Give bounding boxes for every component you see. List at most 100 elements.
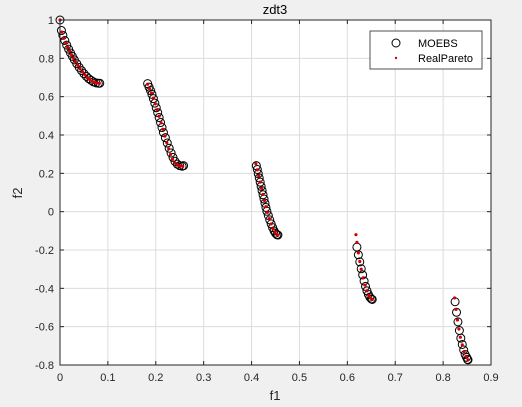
realpareto-point	[167, 147, 171, 151]
moebs-point	[160, 133, 170, 143]
realpareto-point	[367, 293, 371, 298]
y-tick-label: 1	[48, 15, 54, 27]
realpareto-point	[260, 186, 264, 190]
moebs-point	[365, 292, 375, 302]
moebs-point	[255, 177, 265, 187]
moebs-point	[355, 257, 365, 267]
moebs-point	[252, 165, 262, 174]
realpareto-point	[455, 318, 460, 322]
realpareto-point	[90, 79, 94, 83]
moebs-point	[77, 66, 87, 76]
realpareto-point	[178, 164, 182, 168]
realpareto-point	[157, 114, 161, 118]
y-tick-label: -0.8	[35, 360, 54, 372]
moebs-point	[154, 113, 164, 123]
realpareto-point	[273, 230, 277, 234]
realpareto-point	[365, 289, 369, 293]
realpareto-point	[466, 358, 470, 362]
x-tick-label: 0.9	[483, 372, 498, 384]
moebs-point	[456, 333, 466, 343]
x-tick-label: 0.8	[435, 372, 450, 384]
moebs-point	[150, 98, 160, 108]
chart-title: zdt3	[263, 2, 288, 17]
x-tick-label: 0.4	[244, 372, 259, 384]
legend: MOEBS RealPareto	[369, 30, 483, 70]
realpareto-point	[151, 96, 155, 100]
realpareto-point	[88, 77, 92, 82]
realpareto-point	[173, 161, 177, 165]
moebs-point	[353, 250, 363, 260]
moebs-point	[261, 202, 271, 212]
x-tick-label: 0.1	[100, 372, 115, 384]
x-tick-label: 0.2	[148, 372, 163, 384]
moebs-point	[453, 317, 463, 327]
realpareto-point	[276, 233, 280, 237]
realpareto-point	[73, 59, 77, 64]
realpareto-point	[457, 327, 461, 331]
moebs-point	[463, 355, 473, 365]
realpareto-point	[254, 162, 258, 166]
moebs-point	[79, 69, 89, 79]
moebs-point	[84, 74, 94, 84]
realpareto-point	[60, 30, 64, 34]
moebs-point	[146, 86, 156, 96]
realpareto-point	[159, 121, 163, 125]
realpareto-point	[458, 335, 462, 339]
realpareto-point	[269, 222, 273, 226]
legend-realpareto-marker	[394, 56, 398, 60]
realpareto-point	[165, 141, 169, 145]
moebs-point	[156, 118, 166, 128]
moebs-point	[273, 230, 283, 240]
moebs-point	[162, 138, 172, 148]
moebs-point	[164, 143, 174, 153]
realpareto-point	[262, 198, 267, 203]
moebs-point	[258, 190, 268, 200]
series-realpareto	[58, 18, 470, 362]
y-tick-label: 0.4	[39, 130, 54, 142]
moebs-point	[172, 159, 182, 169]
realpareto-point	[62, 36, 66, 40]
realpareto-point	[264, 205, 268, 209]
y-axis-label: f2	[10, 188, 25, 199]
realpareto-point	[83, 73, 87, 77]
realpareto-point	[149, 91, 154, 95]
realpareto-point	[462, 349, 466, 354]
x-tick-label: 0.6	[340, 372, 355, 384]
realpareto-point	[97, 81, 101, 85]
realpareto-point	[464, 354, 468, 358]
realpareto-point	[169, 152, 173, 156]
realpareto-point	[267, 216, 271, 221]
realpareto-point	[71, 56, 76, 60]
realpareto-point	[76, 63, 80, 67]
realpareto-point	[146, 82, 150, 86]
realpareto-point	[69, 53, 74, 57]
realpareto-point	[261, 192, 265, 197]
x-tick-label: 0	[57, 372, 63, 384]
moebs-point	[271, 228, 280, 238]
y-tick-label: -0.4	[35, 283, 54, 295]
realpareto-point	[271, 227, 275, 231]
realpareto-point	[78, 67, 82, 71]
moebs-point	[367, 294, 377, 304]
x-tick-label: 0.5	[292, 372, 307, 384]
moebs-point	[166, 148, 176, 158]
data-layer	[55, 15, 473, 365]
legend-box	[369, 30, 483, 70]
tick-marks	[59, 19, 492, 366]
legend-moebs-label: MOEBS	[418, 38, 458, 50]
realpareto-point	[358, 259, 362, 264]
realpareto-point	[161, 127, 165, 131]
realpareto-point	[175, 163, 179, 167]
moebs-point	[56, 26, 66, 36]
realpareto-point	[155, 108, 159, 112]
realpareto-point	[80, 70, 85, 74]
realpareto-point	[257, 174, 261, 178]
y-tick-label: 0.6	[39, 92, 54, 104]
realpareto-point	[354, 233, 358, 237]
realpareto-point	[453, 296, 457, 300]
realpareto-point	[95, 81, 99, 85]
realpareto-point	[363, 283, 367, 287]
moebs-point	[62, 40, 72, 50]
realpareto-point	[147, 87, 152, 91]
